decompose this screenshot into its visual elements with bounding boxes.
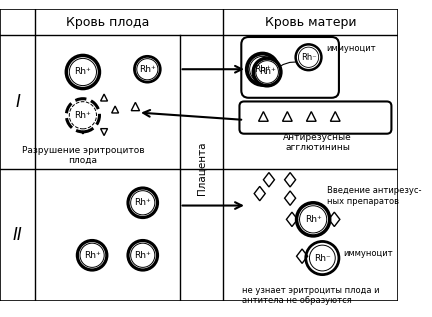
Circle shape bbox=[253, 58, 281, 86]
Circle shape bbox=[134, 56, 160, 82]
Text: Rh⁺: Rh⁺ bbox=[74, 111, 91, 120]
Circle shape bbox=[295, 44, 321, 70]
Text: Rh⁺: Rh⁺ bbox=[84, 251, 101, 260]
Text: Rh⁺: Rh⁺ bbox=[254, 65, 271, 74]
Text: Rh⁺: Rh⁺ bbox=[259, 68, 276, 76]
Text: иммуноцит: иммуноцит bbox=[343, 249, 393, 258]
FancyBboxPatch shape bbox=[241, 37, 339, 98]
Text: Кровь матери: Кровь матери bbox=[265, 16, 356, 29]
Text: Rh⁺: Rh⁺ bbox=[134, 198, 151, 207]
Text: Кровь плода: Кровь плода bbox=[66, 16, 149, 29]
Text: Rh⁻: Rh⁻ bbox=[301, 53, 316, 62]
Text: не узнает эритроциты плода и
антитела не образуются: не узнает эритроциты плода и антитела не… bbox=[242, 286, 380, 305]
Text: Разрушение эритроцитов
плода: Разрушение эритроцитов плода bbox=[22, 146, 144, 165]
Text: I: I bbox=[15, 93, 20, 111]
Circle shape bbox=[306, 242, 339, 275]
Text: Введение антирезус-
ных препаратов: Введение антирезус- ных препаратов bbox=[327, 186, 422, 206]
Text: Rh⁺: Rh⁺ bbox=[305, 215, 321, 224]
Circle shape bbox=[296, 203, 330, 236]
Text: Rh⁻: Rh⁻ bbox=[314, 254, 331, 262]
FancyBboxPatch shape bbox=[239, 101, 391, 134]
Text: Плацента: Плацента bbox=[196, 141, 206, 195]
Text: II: II bbox=[13, 226, 22, 244]
Circle shape bbox=[128, 188, 158, 217]
Text: Антирезусные
агглютинины: Антирезусные агглютинины bbox=[283, 133, 352, 152]
Circle shape bbox=[128, 241, 158, 270]
Circle shape bbox=[247, 54, 278, 85]
Text: иммуноцит: иммуноцит bbox=[326, 44, 376, 54]
Text: Rh⁺: Rh⁺ bbox=[74, 68, 91, 76]
Circle shape bbox=[66, 55, 99, 88]
Text: Rh⁺: Rh⁺ bbox=[139, 65, 156, 74]
Text: Rh⁺: Rh⁺ bbox=[134, 251, 151, 260]
Circle shape bbox=[77, 241, 107, 270]
Circle shape bbox=[66, 99, 99, 132]
